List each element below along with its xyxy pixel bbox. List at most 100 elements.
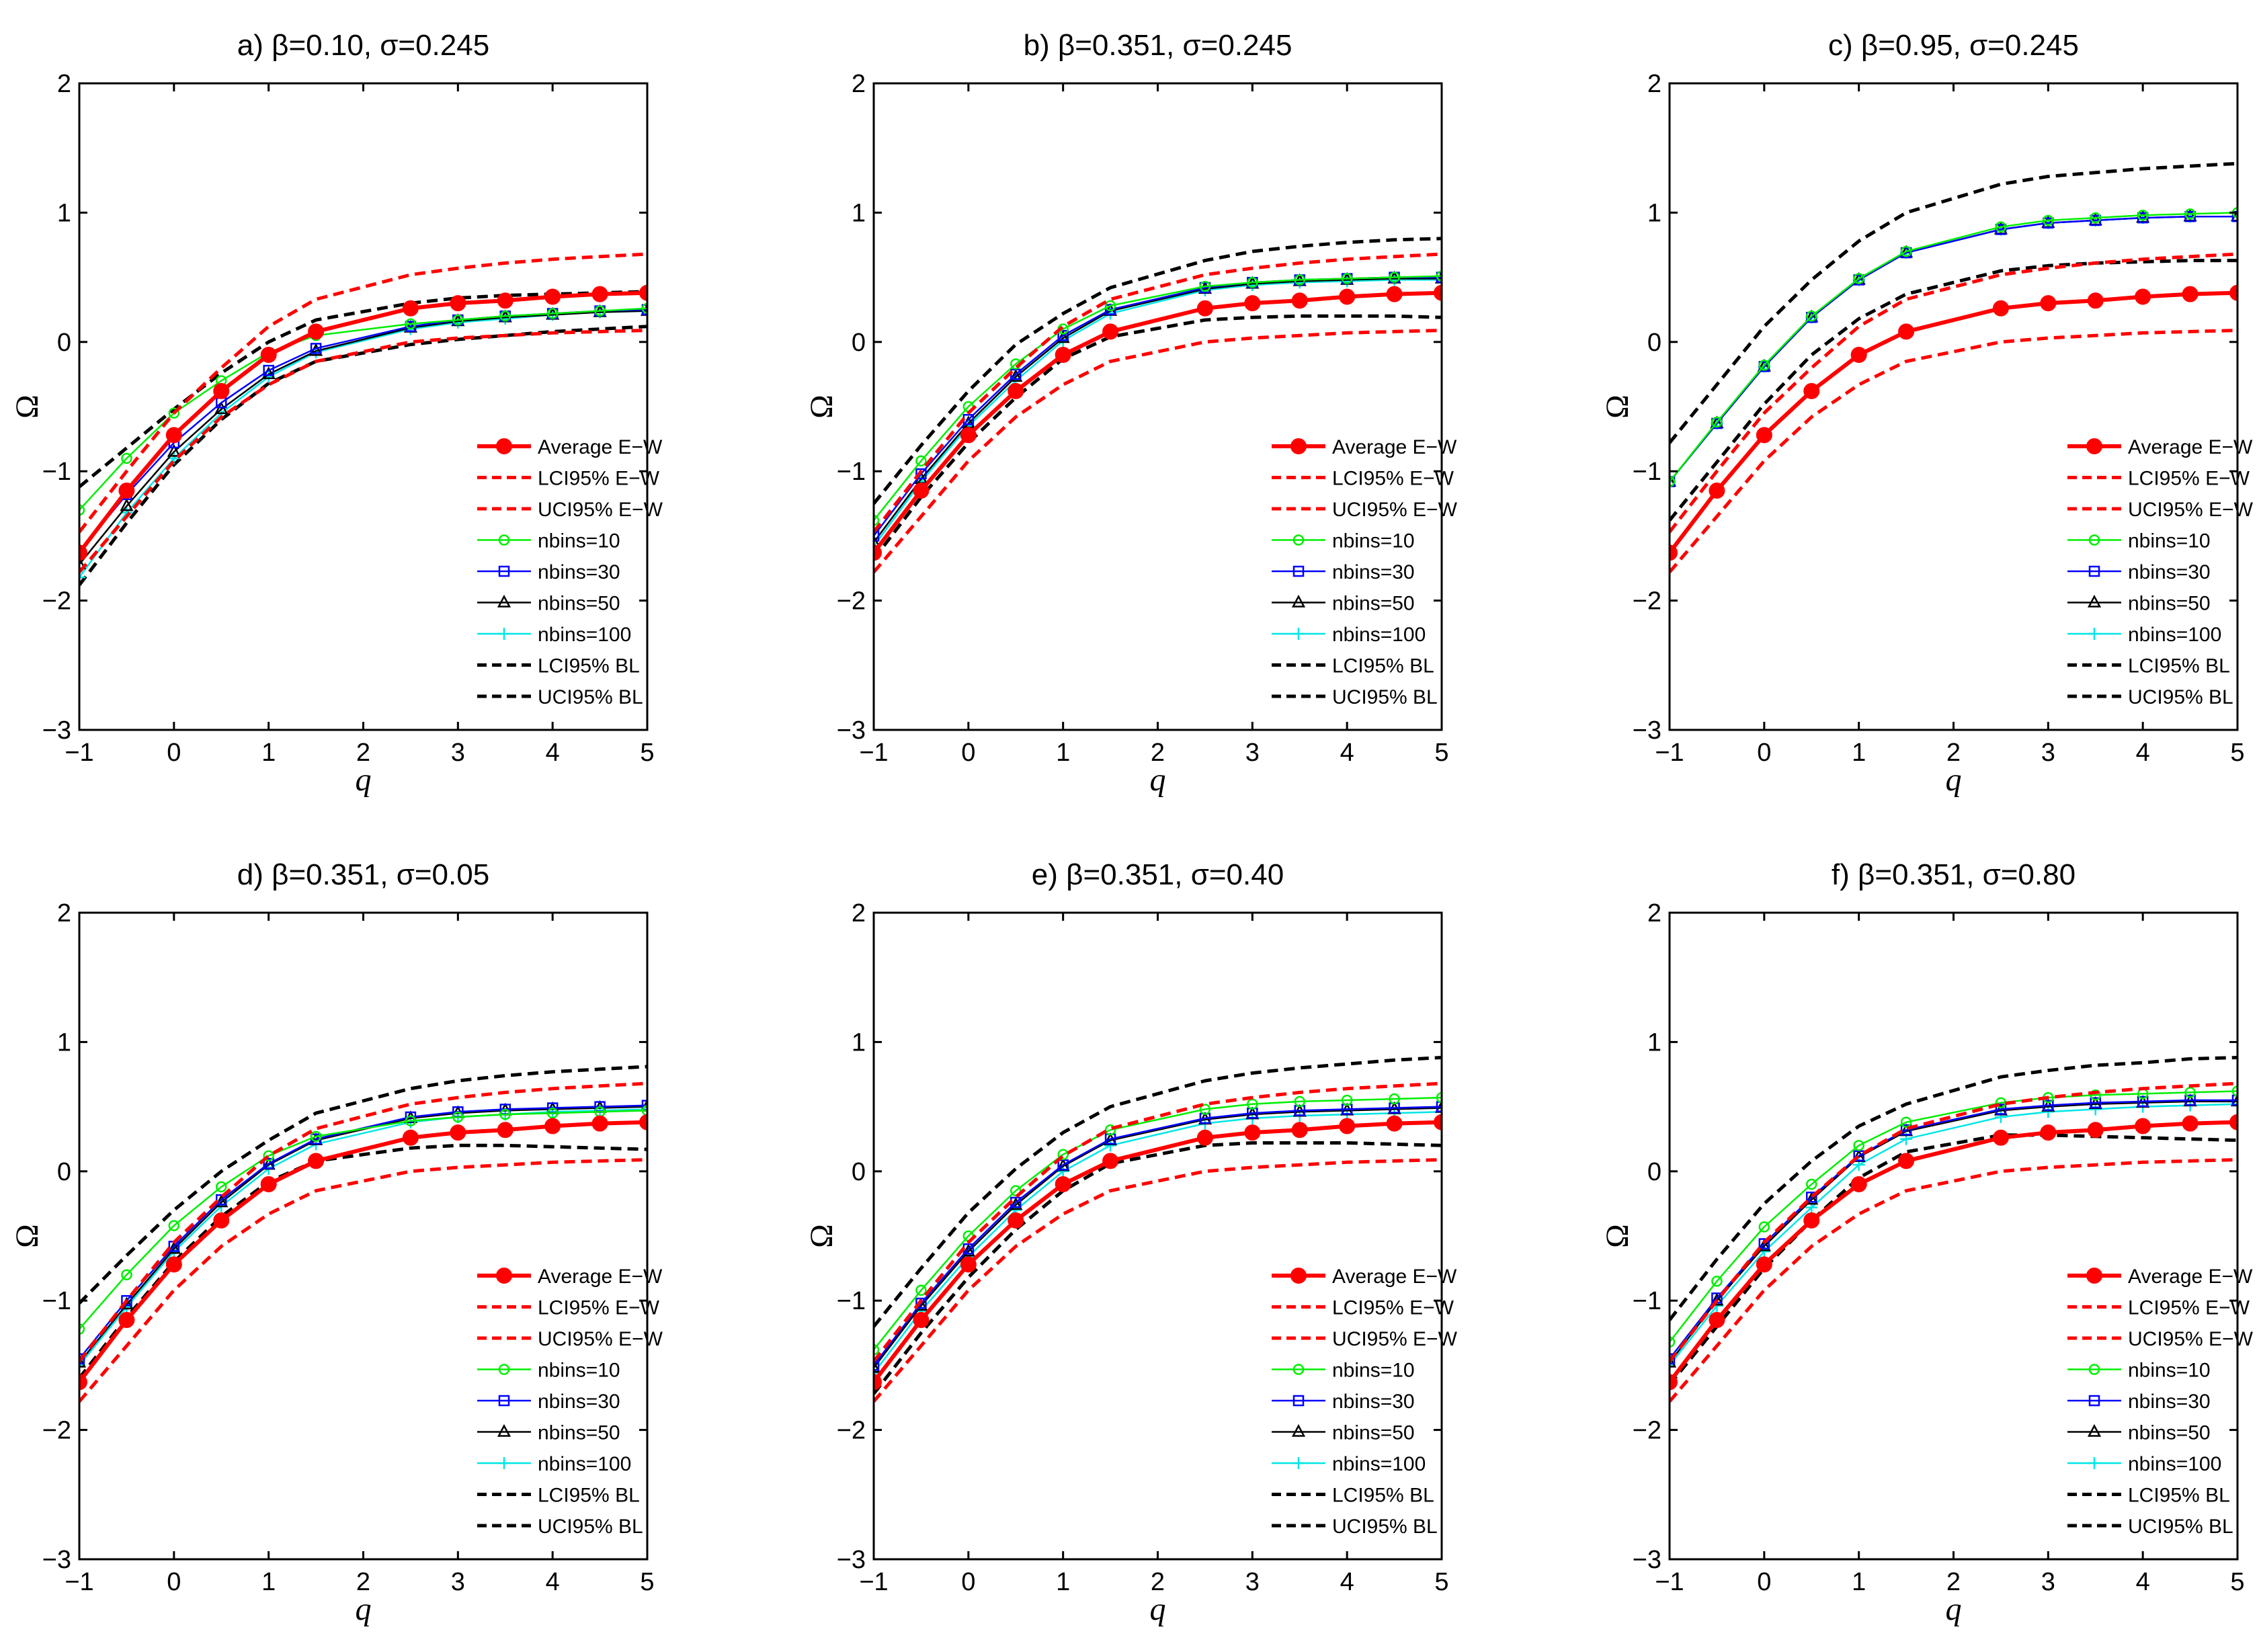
legend: Average E−W LCI95% E−W UCI95% E−W nbins=10 n… <box>2067 1266 2254 1538</box>
data-point <box>1294 1096 1305 1108</box>
data-point <box>499 1108 511 1120</box>
legend-marker <box>498 1457 510 1469</box>
y-axis-label: Ω <box>9 395 45 419</box>
data-point <box>2231 1094 2237 1106</box>
x-tick-label: 1 <box>1852 1568 1866 1596</box>
legend-label: nbins=100 <box>1332 624 1426 646</box>
data-point <box>1670 473 1677 487</box>
data-point <box>1386 286 1403 302</box>
y-tick-label: −3 <box>1633 1546 1661 1574</box>
legend-marker <box>498 565 510 577</box>
chart-title: f) β=0.351, σ=0.80 <box>1832 858 2076 891</box>
data-point <box>1806 1178 1817 1190</box>
data-point <box>1104 1139 1117 1152</box>
data-point <box>121 1294 132 1307</box>
data-point <box>915 1284 927 1296</box>
data-point <box>1102 1153 1119 1169</box>
data-point <box>2135 1118 2151 1134</box>
data-point <box>2137 209 2149 221</box>
legend-label: nbins=10 <box>1332 530 1415 552</box>
data-point <box>1670 1336 1676 1348</box>
series-line-ew-2 <box>79 1081 647 1363</box>
series-line-n10-3 <box>79 1110 647 1330</box>
legend-marker <box>498 1364 510 1375</box>
data-point <box>874 1366 880 1379</box>
data-point <box>308 1153 325 1169</box>
data-point <box>310 1130 322 1143</box>
legend-label: nbins=10 <box>538 530 620 552</box>
data-point <box>213 382 230 399</box>
data-point <box>1853 1150 1864 1161</box>
data-point <box>1900 245 1912 257</box>
legend-label: LCI95% BL <box>538 1485 640 1507</box>
data-point <box>874 515 880 526</box>
data-point <box>1995 221 2007 233</box>
x-tick-label: 1 <box>261 1568 276 1596</box>
data-point <box>1756 1256 1772 1273</box>
series-line-bl-7 <box>874 314 1442 561</box>
x-tick-label: −1 <box>65 739 93 767</box>
y-tick-label: −1 <box>837 1287 866 1315</box>
legend-marker <box>2088 565 2100 577</box>
data-point <box>1434 284 1442 301</box>
x-tick-label: 5 <box>640 739 654 767</box>
data-point <box>310 343 322 354</box>
y-tick-label: 1 <box>1647 199 1661 227</box>
data-point <box>874 1360 880 1371</box>
series-line-bl-8 <box>79 1065 647 1305</box>
data-point <box>1806 311 1817 322</box>
x-tick-label: 1 <box>261 739 276 767</box>
series-line-ew-2 <box>874 1081 1442 1363</box>
series-line-n10-3 <box>1670 1090 2237 1343</box>
data-point <box>1057 1165 1069 1178</box>
legend-label: nbins=50 <box>538 1422 620 1444</box>
legend-label: LCI95% E−W <box>2128 1297 2250 1319</box>
data-point <box>1102 323 1119 340</box>
y-tick-label: 2 <box>852 70 866 98</box>
data-point <box>2090 212 2101 224</box>
data-point <box>1055 347 1071 364</box>
data-point <box>544 288 561 305</box>
chart-title: b) β=0.351, σ=0.245 <box>1024 29 1292 62</box>
data-point <box>2184 1094 2196 1106</box>
legend-marker <box>497 594 511 608</box>
y-axis-label: Ω <box>1600 1224 1635 1248</box>
data-point <box>1057 1159 1069 1171</box>
x-tick-label: 1 <box>1056 739 1070 767</box>
x-tick-label: 1 <box>1852 739 1866 767</box>
data-point <box>1757 1238 1771 1251</box>
y-tick-label: −3 <box>837 716 866 745</box>
x-tick-label: 4 <box>546 1568 560 1596</box>
data-point <box>1389 272 1400 283</box>
data-point <box>960 1256 977 1273</box>
plot-area <box>79 913 647 1559</box>
legend-label: UCI95% BL <box>2128 1516 2233 1538</box>
data-point <box>544 1118 561 1134</box>
data-point <box>641 1105 647 1116</box>
legend-label: UCI95% E−W <box>538 1328 663 1350</box>
data-point <box>874 544 882 561</box>
y-tick-label: 2 <box>1647 899 1661 927</box>
x-axis-label: q <box>1946 762 1962 798</box>
y-tick-label: −1 <box>42 1287 71 1315</box>
x-tick-label: −1 <box>859 739 888 767</box>
series-group <box>79 252 647 587</box>
data-point <box>1711 416 1723 428</box>
legend-label: nbins=50 <box>538 593 620 615</box>
data-point <box>452 314 464 326</box>
legend-label: LCI95% BL <box>1332 655 1434 677</box>
legend-marker <box>2088 1395 2100 1407</box>
data-point <box>2229 1114 2237 1130</box>
legend-marker <box>1292 534 1305 546</box>
legend-marker <box>496 438 512 454</box>
x-tick-label: 4 <box>2136 739 2150 767</box>
data-point <box>79 1353 85 1365</box>
series-group <box>1670 161 2237 573</box>
data-point <box>402 1129 419 1146</box>
y-tick-label: −3 <box>42 1546 71 1574</box>
data-point <box>497 292 514 309</box>
data-point <box>168 1220 180 1231</box>
y-tick-label: −2 <box>42 1417 71 1445</box>
series-line-ew-2 <box>1670 1081 2237 1363</box>
y-tick-label: 2 <box>57 70 71 98</box>
